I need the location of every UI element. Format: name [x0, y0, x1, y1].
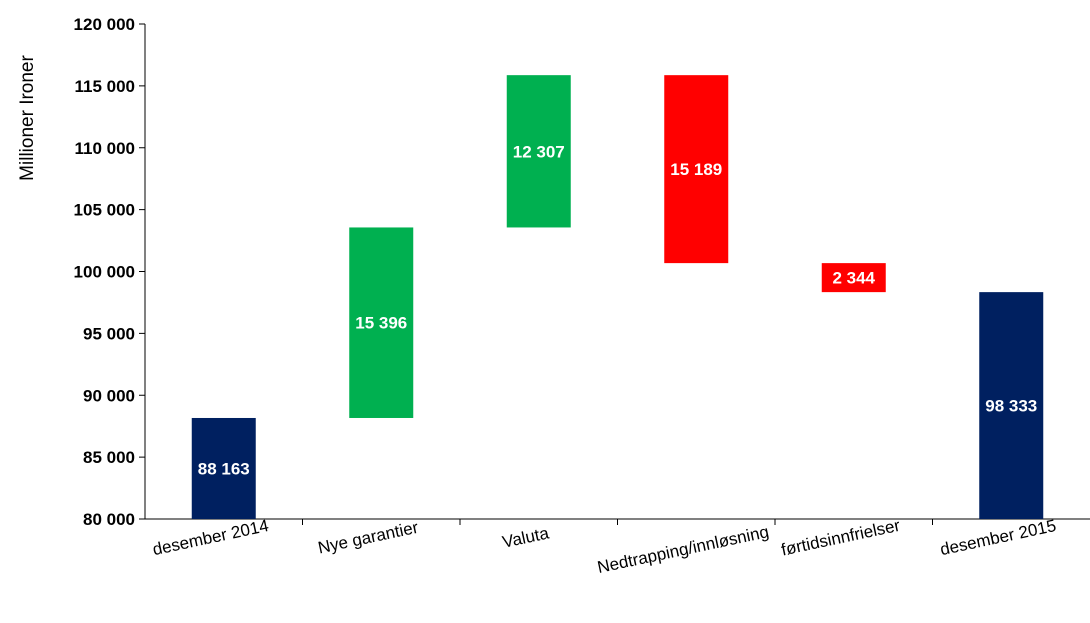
y-axis-ticks: 80 000 85 000 90 000 95 000 100 000 105 000 11… [74, 15, 145, 529]
category-labels-group: desember 2014 Nye garantier Valuta Nedtrapp… [151, 516, 1058, 577]
y-tick-label: 85 000 [83, 448, 135, 467]
bar-total [191, 417, 256, 519]
y-tick-label: 105 000 [74, 201, 135, 220]
bar-increase [349, 227, 414, 418]
x-category-label: førtidsinnfrielser [779, 516, 902, 560]
bar-increase [506, 75, 571, 228]
x-category-label: Nye garantier [316, 518, 420, 558]
bar-labels-group: 88 163 15 396 12 307 15 189 2 344 98 333 [198, 142, 1038, 478]
y-tick-label: 120 000 [74, 15, 135, 34]
bar-value-label: 15 396 [355, 314, 407, 333]
bar-value-label: 15 189 [670, 160, 722, 179]
y-tick-label: 100 000 [74, 263, 135, 282]
y-tick-label: 80 000 [83, 510, 135, 529]
bars-group [191, 75, 1044, 519]
x-category-label: Valuta [501, 523, 551, 551]
x-category-label: Nedtrapping/innløsning [596, 522, 771, 577]
bar-total [979, 292, 1044, 519]
x-axis-ticks [302, 519, 933, 525]
y-tick-label: 110 000 [74, 139, 135, 158]
y-axis-label: Millioner Ironer [17, 55, 38, 181]
bar-decrease [821, 263, 886, 293]
bar-value-label: 88 163 [198, 459, 250, 478]
bar-decrease [664, 75, 729, 264]
x-category-label: desember 2015 [938, 516, 1058, 559]
bar-value-label: 2 344 [832, 269, 875, 288]
bar-value-label: 98 333 [985, 397, 1037, 416]
x-category-label: desember 2014 [151, 516, 271, 559]
bar-value-label: 12 307 [513, 142, 565, 161]
y-tick-label: 95 000 [83, 324, 135, 343]
y-tick-label: 115 000 [74, 77, 135, 96]
y-tick-label: 90 000 [83, 386, 135, 405]
